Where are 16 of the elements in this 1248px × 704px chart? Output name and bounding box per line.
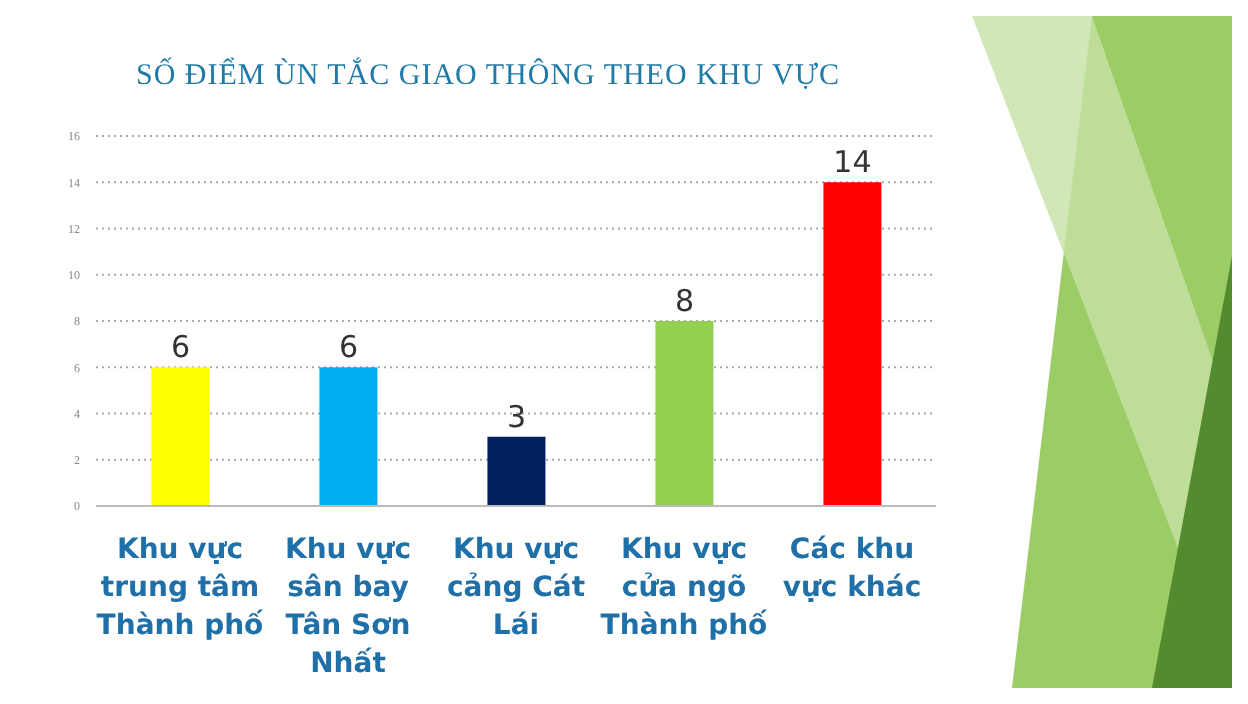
chart-title: SỐ ĐIỂM ÙN TẮC GIAO THÔNG THEO KHU VỰC [136, 60, 843, 94]
bar [151, 367, 210, 506]
x-tick-label: Các khu vực khác [782, 534, 922, 604]
x-tick-label: Khu vực cảng Cát Lái [446, 534, 586, 642]
data-label: 6 [338, 329, 358, 366]
x-tick-label: Khu vực trung tâm Thành phố [96, 534, 265, 642]
data-label: 14 [833, 144, 872, 181]
bar [487, 436, 546, 506]
x-tick-label: Khu vực cửa ngõ Thành phố [600, 534, 769, 642]
bar [823, 182, 882, 506]
bar [319, 367, 378, 506]
data-label: 6 [170, 329, 190, 366]
data-label: 3 [506, 398, 526, 435]
x-tick-label: Khu vực sân bay Tân Sơn Nhất [284, 534, 412, 680]
bar [655, 321, 714, 506]
data-label: 8 [674, 283, 694, 319]
